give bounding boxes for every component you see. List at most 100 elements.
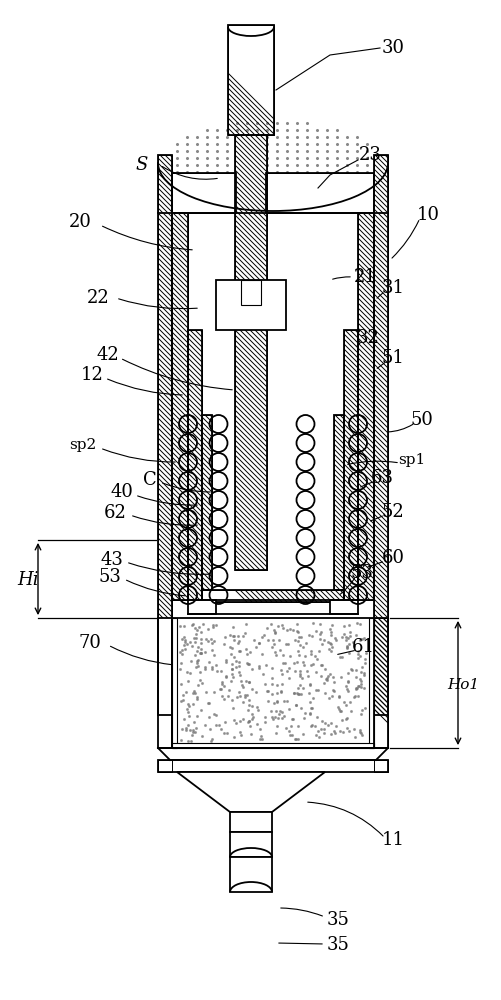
Bar	[266, 173, 373, 213]
Point	[322, 670, 330, 686]
Point	[353, 643, 361, 659]
Point	[234, 658, 242, 674]
Point	[197, 702, 205, 718]
Point	[201, 661, 209, 677]
Point	[177, 631, 185, 647]
Bar	[229, 812, 272, 832]
Point	[353, 680, 361, 696]
Point	[337, 629, 345, 645]
Point	[212, 707, 220, 723]
Point	[318, 657, 326, 673]
Text: 23: 23	[358, 146, 381, 164]
Text: S: S	[136, 156, 148, 174]
Point	[211, 717, 219, 733]
Point	[245, 697, 253, 713]
Bar	[329, 600, 357, 614]
Point	[192, 659, 200, 675]
Point	[299, 680, 307, 696]
Point	[240, 687, 248, 703]
Point	[327, 639, 335, 655]
Point	[193, 677, 201, 693]
Point	[345, 645, 353, 661]
Point	[282, 663, 290, 679]
Point	[196, 645, 204, 661]
Point	[307, 643, 315, 659]
Point	[247, 698, 256, 714]
Point	[303, 668, 311, 684]
Text: 50: 50	[410, 411, 432, 429]
Point	[351, 662, 359, 678]
Point	[272, 694, 280, 710]
Point	[279, 655, 287, 671]
Point	[339, 694, 347, 710]
Text: 63: 63	[370, 469, 393, 487]
Point	[293, 654, 301, 670]
Point	[198, 616, 206, 632]
Point	[197, 631, 205, 647]
Point	[178, 721, 186, 737]
Point	[248, 709, 257, 725]
Point	[334, 689, 342, 705]
Point	[355, 632, 363, 648]
Point	[308, 700, 316, 716]
Point	[350, 688, 358, 704]
Point	[242, 687, 250, 703]
Point	[275, 632, 283, 648]
Bar	[357, 213, 373, 600]
Point	[235, 713, 243, 729]
Point	[219, 678, 227, 694]
Point	[349, 721, 357, 737]
Point	[312, 651, 320, 667]
Point	[270, 636, 278, 652]
Point	[233, 635, 241, 651]
Bar	[158, 760, 172, 772]
Point	[176, 618, 184, 634]
Point	[342, 638, 350, 654]
Point	[290, 632, 298, 648]
Point	[306, 700, 314, 716]
Point	[178, 646, 186, 662]
Point	[351, 669, 359, 685]
Point	[344, 674, 352, 690]
Point	[267, 616, 275, 632]
Point	[241, 625, 249, 641]
Point	[223, 688, 231, 704]
Point	[201, 659, 209, 675]
Point	[295, 637, 303, 653]
Point	[255, 658, 263, 674]
Point	[325, 641, 333, 657]
Point	[235, 724, 243, 740]
Point	[329, 674, 337, 690]
Point	[247, 706, 256, 722]
Point	[183, 717, 191, 733]
Point	[342, 711, 350, 727]
Text: 22: 22	[87, 289, 109, 307]
Point	[276, 683, 284, 699]
Point	[177, 676, 185, 692]
Point	[352, 615, 360, 631]
Point	[232, 659, 240, 675]
Point	[231, 653, 239, 669]
Point	[273, 685, 281, 701]
Bar	[373, 155, 387, 715]
Point	[293, 633, 301, 649]
Point	[321, 685, 329, 701]
Point	[267, 676, 275, 692]
Point	[304, 627, 312, 643]
Point	[307, 657, 315, 673]
Point	[190, 620, 198, 636]
Bar	[201, 415, 211, 590]
Point	[357, 725, 365, 741]
Bar	[188, 330, 201, 600]
Point	[311, 664, 319, 680]
Point	[356, 706, 364, 722]
Point	[313, 709, 321, 725]
Bar	[229, 832, 272, 857]
Point	[190, 685, 198, 701]
Point	[268, 686, 276, 702]
Point	[255, 635, 263, 651]
Point	[262, 683, 270, 699]
Point	[329, 723, 337, 739]
Point	[332, 718, 340, 734]
Point	[286, 727, 294, 743]
